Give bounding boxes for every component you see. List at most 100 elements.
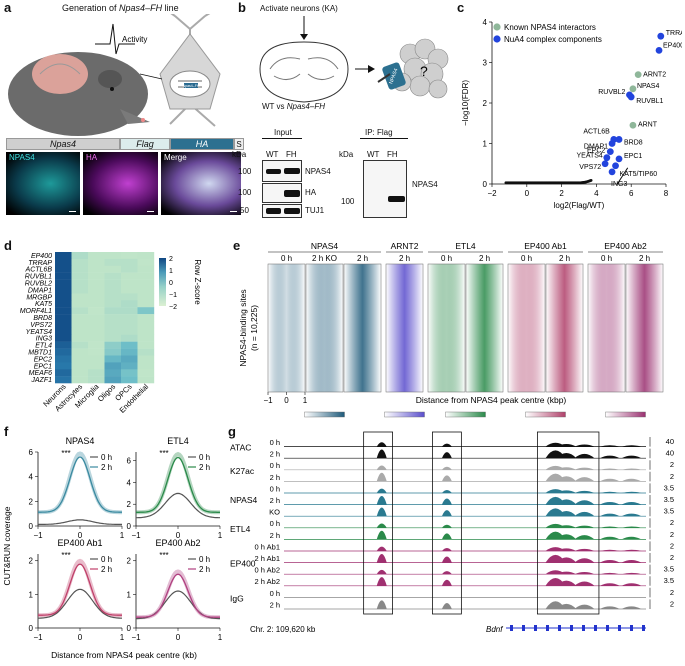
x-tick-label: 1 <box>303 396 308 405</box>
zscore-tick: 1 <box>169 268 173 275</box>
heat-cell <box>121 252 138 260</box>
y-tick-label: 0 <box>29 522 34 531</box>
construct-flag: Flag <box>120 138 170 150</box>
track-condition-label: 2 h <box>270 450 280 459</box>
track-condition-label: KO <box>269 508 280 517</box>
track-peak <box>556 467 577 470</box>
track-scale-value: 2 <box>670 599 674 608</box>
track-peak <box>441 475 452 482</box>
heat-cell <box>104 307 122 315</box>
ip-schematic: NPAS4 ? <box>259 16 449 103</box>
point-label: BRD8 <box>624 139 643 146</box>
x-tick-label: −2 <box>487 189 497 198</box>
blot-ip-npas4 <box>363 160 407 218</box>
lane-wt: WT <box>266 150 279 159</box>
x-tick-label: 0 <box>525 189 530 198</box>
track-scale-value: 3.5 <box>664 495 674 504</box>
track-peak <box>556 603 577 609</box>
heat-cell <box>71 321 89 329</box>
track-peak <box>599 502 620 505</box>
blot-label-tuj1: TUJ1 <box>305 206 325 215</box>
heatmap-column <box>385 263 424 393</box>
heat-cell <box>104 334 122 342</box>
heat-cell <box>55 376 72 384</box>
track-peak <box>599 560 620 563</box>
track-group-label: ATAC <box>230 443 251 453</box>
gene-exon <box>558 625 561 631</box>
activity-label: Activity <box>122 35 147 44</box>
column-label: 2 h <box>559 254 570 263</box>
line-2h <box>136 456 220 513</box>
gene-label: ACTL6B <box>25 267 53 274</box>
kda-label: kDa <box>232 150 247 159</box>
scale-bar <box>69 211 76 212</box>
point-label: YEATS4 <box>577 153 603 160</box>
track-scale-value: 2 <box>670 472 674 481</box>
heat-cell <box>137 362 155 370</box>
heat-cell <box>71 300 89 308</box>
track-group-label: ETL4 <box>230 524 251 534</box>
heat-cell <box>137 369 155 377</box>
track-group-label: NPAS4 <box>230 495 258 505</box>
heat-cell <box>104 321 122 329</box>
heat-cell <box>121 272 138 280</box>
track-condition-label: 0 h <box>270 589 280 598</box>
heat-cell <box>88 341 105 349</box>
track-peak <box>599 583 620 586</box>
point-npas4 <box>629 85 637 93</box>
track-condition-label: 2 h Ab1 <box>255 554 280 563</box>
y-axis-title: CUT&RUN coverage <box>2 506 12 585</box>
gene-name: Bdnf <box>486 625 503 634</box>
x-tick-label: −1 <box>33 531 43 540</box>
track-peak <box>441 602 452 609</box>
heat-cell <box>88 258 105 266</box>
heat-cell <box>55 355 72 363</box>
profile-title: NPAS4 <box>66 436 95 446</box>
track-peak <box>621 513 642 517</box>
x-tick-label: 6 <box>629 189 634 198</box>
track-scale-value: 2 <box>670 553 674 562</box>
gene-exon <box>594 625 597 631</box>
track-peak <box>621 606 642 609</box>
gene-label: MEAF6 <box>29 370 52 377</box>
gene-exon <box>582 625 585 631</box>
gene-label: VPS72 <box>30 322 52 329</box>
track-peak <box>574 581 595 586</box>
y-axis-title: NPAS4-binding sites <box>238 289 248 366</box>
construct-bar: Npas4 Flag HA S <box>6 138 244 150</box>
micrograph-merge-label: Merge <box>164 153 187 162</box>
x-tick-label: −1 <box>131 531 141 540</box>
track-peak <box>599 491 620 493</box>
gene-label: RUVBL1 <box>25 274 52 281</box>
track-peak <box>441 489 452 493</box>
profile-title: EP400 Ab1 <box>57 538 102 548</box>
y-tick-label: 1 <box>483 140 488 149</box>
track-scale-value: 40 <box>666 437 674 446</box>
heat-cell <box>137 348 155 356</box>
line-0h <box>38 519 122 525</box>
x-tick-label: 0 <box>78 633 83 642</box>
gene-label: EP400 <box>31 253 52 260</box>
heat-cell <box>55 300 72 308</box>
point-label: EPC2 <box>587 148 605 155</box>
track-peak <box>441 524 452 528</box>
heatmap-column <box>465 263 504 393</box>
y-tick-label: 0 <box>127 522 132 531</box>
column-label: 2 h KO <box>312 254 337 263</box>
track-peak <box>574 453 595 459</box>
panel-label-c: c <box>457 0 465 15</box>
heat-cell <box>104 265 122 273</box>
gene-label: ING3 <box>36 336 52 343</box>
track-peak <box>599 526 620 528</box>
x-tick-label: 0 <box>176 531 181 540</box>
highlight-box <box>363 431 393 615</box>
heat-cell <box>137 334 155 342</box>
heat-cell <box>104 258 122 266</box>
profile-title: ETL4 <box>167 436 189 446</box>
heatmap-column <box>343 263 382 393</box>
heat-cell <box>137 321 155 329</box>
legend-nua4-label: NuA4 complex components <box>504 35 602 44</box>
kda-label-ip: kDa <box>339 150 354 159</box>
track-peak <box>621 491 642 493</box>
track-peak <box>441 579 452 586</box>
